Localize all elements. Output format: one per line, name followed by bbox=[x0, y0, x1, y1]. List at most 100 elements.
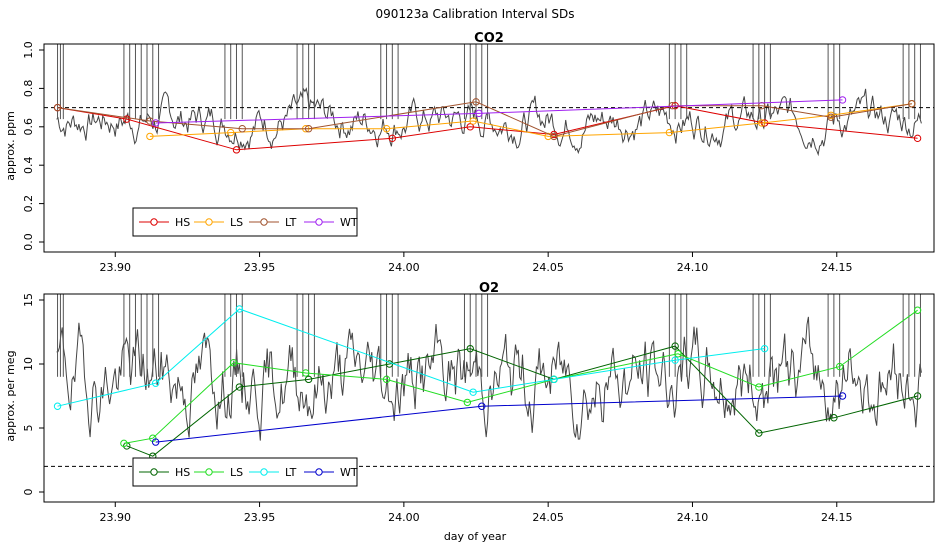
co2-series-wt-point-2 bbox=[838, 96, 847, 104]
co2-series-ls-point-5 bbox=[544, 132, 552, 141]
o2-series-hs bbox=[123, 342, 922, 460]
o2-series-hs-point-9 bbox=[830, 414, 838, 422]
o2-series-wt bbox=[151, 392, 847, 446]
co2-series-hs-point-2 bbox=[232, 146, 241, 154]
o2-legend-hs-swatch-point bbox=[150, 468, 158, 476]
o2-series-ls-point-9 bbox=[835, 362, 844, 371]
o2-panel: O2 approx. per meg 0 5 10 15 23.90 23.95 24.00… bbox=[4, 281, 935, 543]
co2-legend-lt-label: LT bbox=[285, 216, 297, 229]
co2-ytick-label-5: 1.0 bbox=[22, 41, 35, 59]
co2-series-lt-point-0 bbox=[53, 103, 62, 112]
co2-series-ls-point-1 bbox=[227, 128, 235, 137]
co2-legend-wt-label: WT bbox=[340, 216, 358, 229]
o2-legend-lt-swatch-point bbox=[260, 468, 268, 476]
co2-xtick-label-4: 24.10 bbox=[677, 261, 709, 274]
co2-series-lt bbox=[53, 98, 916, 141]
o2-series-ls bbox=[120, 306, 922, 448]
o2-series-ls-point-7 bbox=[674, 350, 682, 358]
o2-series-hs-point-7 bbox=[671, 342, 679, 350]
co2-ytick-label-1: 0.2 bbox=[22, 195, 35, 213]
o2-ytick-label-0: 0 bbox=[22, 489, 35, 496]
o2-series-hs-line bbox=[126, 345, 918, 457]
co2-legend-lt-swatch-point bbox=[260, 218, 268, 226]
o2-series-lt bbox=[53, 305, 769, 410]
o2-series-ls-point-4 bbox=[382, 375, 391, 384]
co2-series-lt-point-5 bbox=[550, 132, 558, 141]
co2-ytick-label-2: 0.4 bbox=[22, 156, 35, 174]
o2-series-hs-point-8 bbox=[755, 429, 763, 437]
o2-axes: 0 5 10 15 23.90 23.95 24.00 24.05 24.10 24.15 bbox=[22, 293, 853, 524]
o2-series-lt-line bbox=[57, 308, 765, 407]
co2-series-wt-point-0 bbox=[151, 119, 160, 127]
co2-series-lt-point-3 bbox=[304, 125, 313, 133]
co2-series-hs-point-1 bbox=[123, 115, 131, 123]
o2-ytick-label-2: 10 bbox=[22, 357, 35, 371]
o2-series-wt-point-2 bbox=[838, 392, 847, 400]
o2-legend-wt-label: WT bbox=[340, 466, 358, 479]
co2-series-lt-point-8 bbox=[827, 113, 835, 121]
o2-legend-ls-label: LS bbox=[230, 466, 243, 479]
o2-series-lt-point-6 bbox=[760, 344, 769, 353]
co2-xtick-label-5: 24.15 bbox=[821, 261, 853, 274]
co2-series-ls-point-7 bbox=[758, 119, 766, 127]
co2-series-wt-line bbox=[155, 99, 843, 124]
co2-series-lt-point-9 bbox=[908, 100, 916, 108]
co2-xtick-label-2: 24.00 bbox=[388, 261, 420, 274]
o2-series-ls-point-0 bbox=[120, 439, 128, 448]
o2-ytick-label-3: 15 bbox=[22, 293, 35, 307]
o2-legend-ls-swatch-point bbox=[205, 468, 213, 476]
co2-series-ls-point-3 bbox=[382, 125, 391, 133]
o2-legend-hs-label: HS bbox=[175, 466, 190, 479]
o2-series-lt-point-3 bbox=[469, 388, 477, 396]
o2-series-ls-point-10 bbox=[913, 306, 922, 314]
o2-xtick-label-2: 24.00 bbox=[388, 511, 420, 524]
co2-series-lt-line bbox=[57, 101, 912, 137]
co2-axes: 0.0 0.2 0.4 0.6 0.8 1.0 23.90 23.95 24.00 24.05 24… bbox=[22, 41, 853, 274]
o2-series-hs-point-2 bbox=[235, 383, 244, 391]
co2-series-wt-point-1 bbox=[475, 109, 483, 118]
o2-series-hs-point-5 bbox=[466, 344, 474, 353]
o2-xtick-label-0: 23.90 bbox=[100, 511, 132, 524]
co2-series-hs-line bbox=[57, 105, 918, 151]
co2-ylabel: approx. ppm bbox=[4, 111, 17, 181]
co2-xtick-label-0: 23.90 bbox=[100, 261, 132, 274]
co2-legend-hs-label: HS bbox=[175, 216, 190, 229]
o2-series-wt-point-1 bbox=[478, 402, 486, 410]
o2-plot-frame bbox=[43, 293, 935, 503]
o2-ylabel: approx. per meg bbox=[4, 350, 17, 441]
co2-legend-ls-swatch-point bbox=[205, 218, 213, 226]
co2-series-ls-point-6 bbox=[665, 128, 674, 137]
co2-series-hs-point-4 bbox=[466, 123, 474, 131]
o2-title: O2 bbox=[479, 281, 499, 296]
o2-series-wt-line bbox=[155, 395, 843, 443]
o2-xtick-label-1: 23.95 bbox=[244, 511, 276, 524]
o2-xtick-label-4: 24.10 bbox=[677, 511, 709, 524]
co2-clipped-group bbox=[44, 44, 934, 157]
o2-series-lt-point-5 bbox=[671, 356, 679, 364]
co2-series-ls-point-8 bbox=[827, 111, 835, 119]
o2-series-lt-point-0 bbox=[53, 402, 62, 410]
o2-series-lt-point-4 bbox=[550, 375, 558, 384]
co2-title: CO2 bbox=[474, 31, 504, 46]
co2-series-ls-point-0 bbox=[146, 132, 154, 141]
o2-legend-wt-swatch-point bbox=[315, 468, 323, 476]
o2-series-wt-point-0 bbox=[151, 438, 160, 446]
o2-series-ls-line bbox=[123, 309, 918, 444]
main-title: 090123a Calibration Interval SDs bbox=[376, 7, 575, 21]
co2-legend-hs-swatch-point bbox=[150, 218, 158, 226]
o2-series-ls-point-2 bbox=[229, 359, 238, 367]
co2-series-wt bbox=[151, 96, 847, 127]
co2-series-hs-point-8 bbox=[913, 134, 922, 143]
co2-series-ls-point-4 bbox=[469, 117, 477, 125]
co2-series-lt-point-4 bbox=[472, 98, 480, 106]
o2-series-hs-point-3 bbox=[304, 375, 313, 384]
co2-xtick-label-1: 23.95 bbox=[244, 261, 276, 274]
o2-series-lt-point-1 bbox=[151, 379, 160, 387]
o2-series-ls-point-3 bbox=[302, 369, 310, 377]
co2-series-lt-point-2 bbox=[238, 125, 246, 133]
co2-legend-box bbox=[132, 207, 358, 237]
o2-ytick-label-1: 5 bbox=[22, 425, 35, 432]
o2-series-ls-point-5 bbox=[463, 398, 472, 407]
co2-panel: CO2 approx. ppm 0.0 0.2 0.4 0.6 0.8 1.0 23.90 2… bbox=[4, 31, 935, 274]
